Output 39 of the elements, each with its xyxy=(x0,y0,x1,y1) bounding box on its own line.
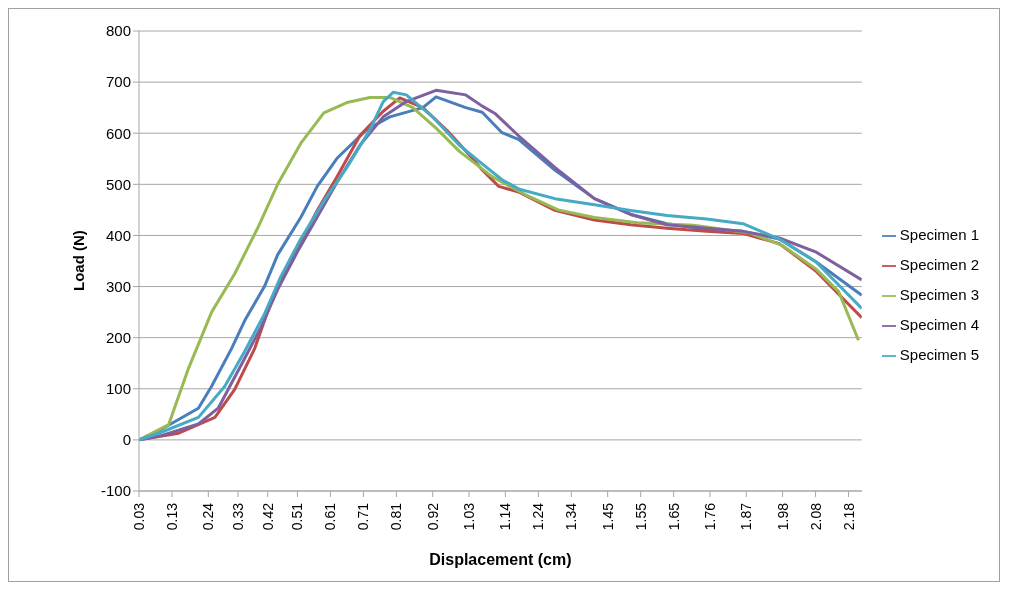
y-tick-label: 600 xyxy=(105,124,131,142)
x-tick-label: 1.45 xyxy=(599,502,616,531)
y-tick-label: 800 xyxy=(105,22,131,40)
y-tick-label: -100 xyxy=(100,482,131,500)
x-axis-title: Displacement (cm) xyxy=(429,551,572,568)
x-tick-label: 1.87 xyxy=(738,502,755,531)
x-tick-label: 1.34 xyxy=(563,502,580,531)
x-tick-label: 1.76 xyxy=(701,502,718,531)
x-tick-label: 0.81 xyxy=(388,502,405,531)
legend-label: Specimen 4 xyxy=(899,316,979,333)
x-tick-label: 2.18 xyxy=(840,502,857,531)
y-tick-label: 300 xyxy=(105,277,131,295)
y-tick-label: 700 xyxy=(105,73,131,91)
x-tick-label: 1.03 xyxy=(461,502,478,531)
y-tick-label: 100 xyxy=(105,380,131,398)
x-tick-label: 1.65 xyxy=(665,502,682,531)
legend-label: Specimen 1 xyxy=(899,226,979,243)
x-tick-label: 0.71 xyxy=(355,502,372,531)
legend-label: Specimen 5 xyxy=(899,346,979,363)
x-tick-label: 0.03 xyxy=(131,502,147,531)
x-tick-label: 1.14 xyxy=(497,502,514,531)
x-tick-label: 0.61 xyxy=(322,502,339,531)
x-tick-label: 0.33 xyxy=(230,502,247,531)
legend-label: Specimen 3 xyxy=(899,286,979,303)
x-tick-label: 0.24 xyxy=(200,502,217,531)
y-tick-label: 0 xyxy=(122,431,131,449)
x-tick-label: 1.24 xyxy=(530,502,547,531)
x-tick-label: 0.92 xyxy=(424,502,441,531)
y-tick-label: 400 xyxy=(105,226,131,244)
x-tick-label: 0.42 xyxy=(259,502,276,531)
x-tick-label: 1.98 xyxy=(774,502,791,531)
y-tick-label: 200 xyxy=(105,328,131,346)
y-axis-title: Load (N) xyxy=(70,230,88,291)
legend-label: Specimen 2 xyxy=(899,256,979,273)
x-tick-label: 0.51 xyxy=(289,502,306,531)
y-tick-label: 500 xyxy=(105,175,131,193)
x-tick-label: 1.55 xyxy=(632,502,649,531)
x-tick-label: 2.08 xyxy=(807,502,824,531)
x-tick-label: 0.13 xyxy=(164,502,180,531)
